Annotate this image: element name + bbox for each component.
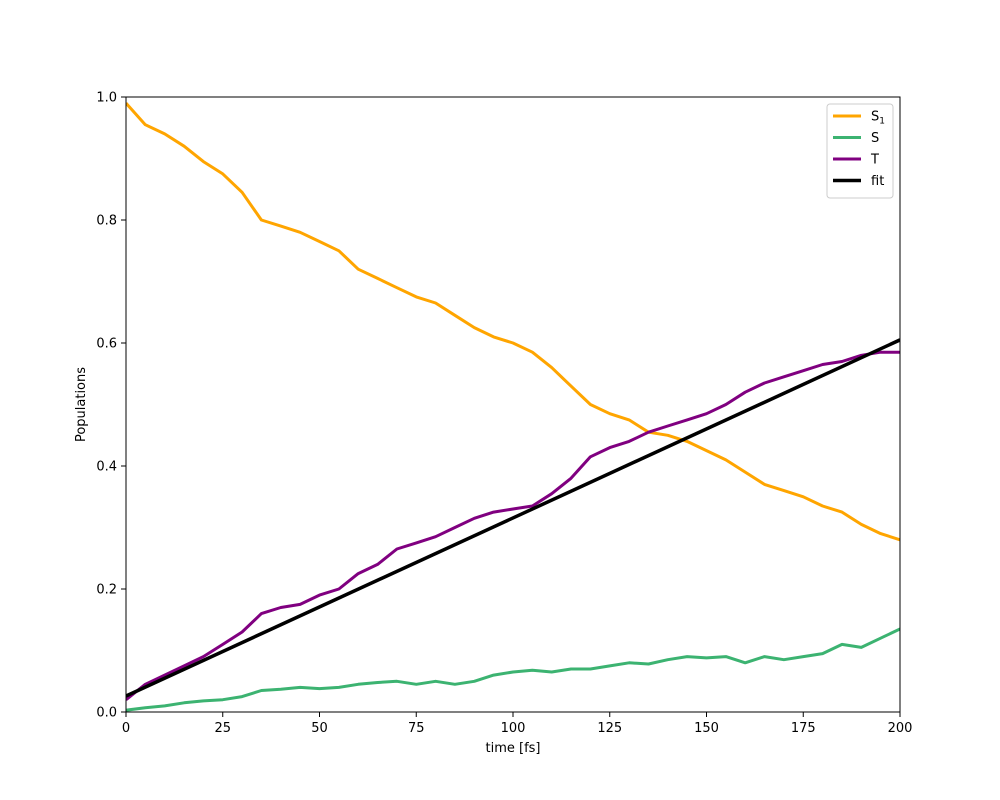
y-tick-label: 1.0 [96, 91, 117, 106]
x-axis: 0 25 50 75 100 125 150 175 200 [122, 712, 913, 736]
legend-box [826, 103, 894, 199]
series-line-s1-0 [126, 102, 900, 542]
x-tick-label: 0 [122, 721, 130, 736]
y-tick-label: 0.4 [96, 460, 117, 475]
x-tick-label: 150 [694, 721, 719, 736]
x-tick-label: 200 [888, 721, 913, 736]
x-axis-label: time [fs] [486, 741, 541, 756]
y-tick-label: 0.2 [96, 583, 117, 598]
y-tick-label: 0.8 [96, 214, 117, 229]
y-axis: 0.0 0.2 0.4 0.6 0.8 1.0 [96, 91, 126, 721]
legend-entry-label: T [870, 153, 879, 168]
x-tick-label: 100 [501, 721, 526, 736]
y-axis-label: Populations [74, 367, 89, 442]
x-tick-label: 75 [408, 721, 425, 736]
y-tick-label: 0.6 [96, 337, 117, 352]
series-line-s-1 [126, 627, 900, 712]
series-line-t-2 [126, 350, 900, 701]
legend-entry-label: S [871, 131, 879, 146]
legend-entry-label: S1 [871, 110, 885, 127]
x-tick-label: 50 [311, 721, 328, 736]
x-tick-label: 175 [791, 721, 816, 736]
plot-lines [126, 102, 900, 712]
series-line-fit-3 [126, 338, 900, 698]
legend-entry-label: fit [871, 174, 884, 189]
x-tick-label: 25 [214, 721, 231, 736]
y-tick-label: 0.0 [96, 706, 117, 721]
x-tick-label: 125 [597, 721, 622, 736]
